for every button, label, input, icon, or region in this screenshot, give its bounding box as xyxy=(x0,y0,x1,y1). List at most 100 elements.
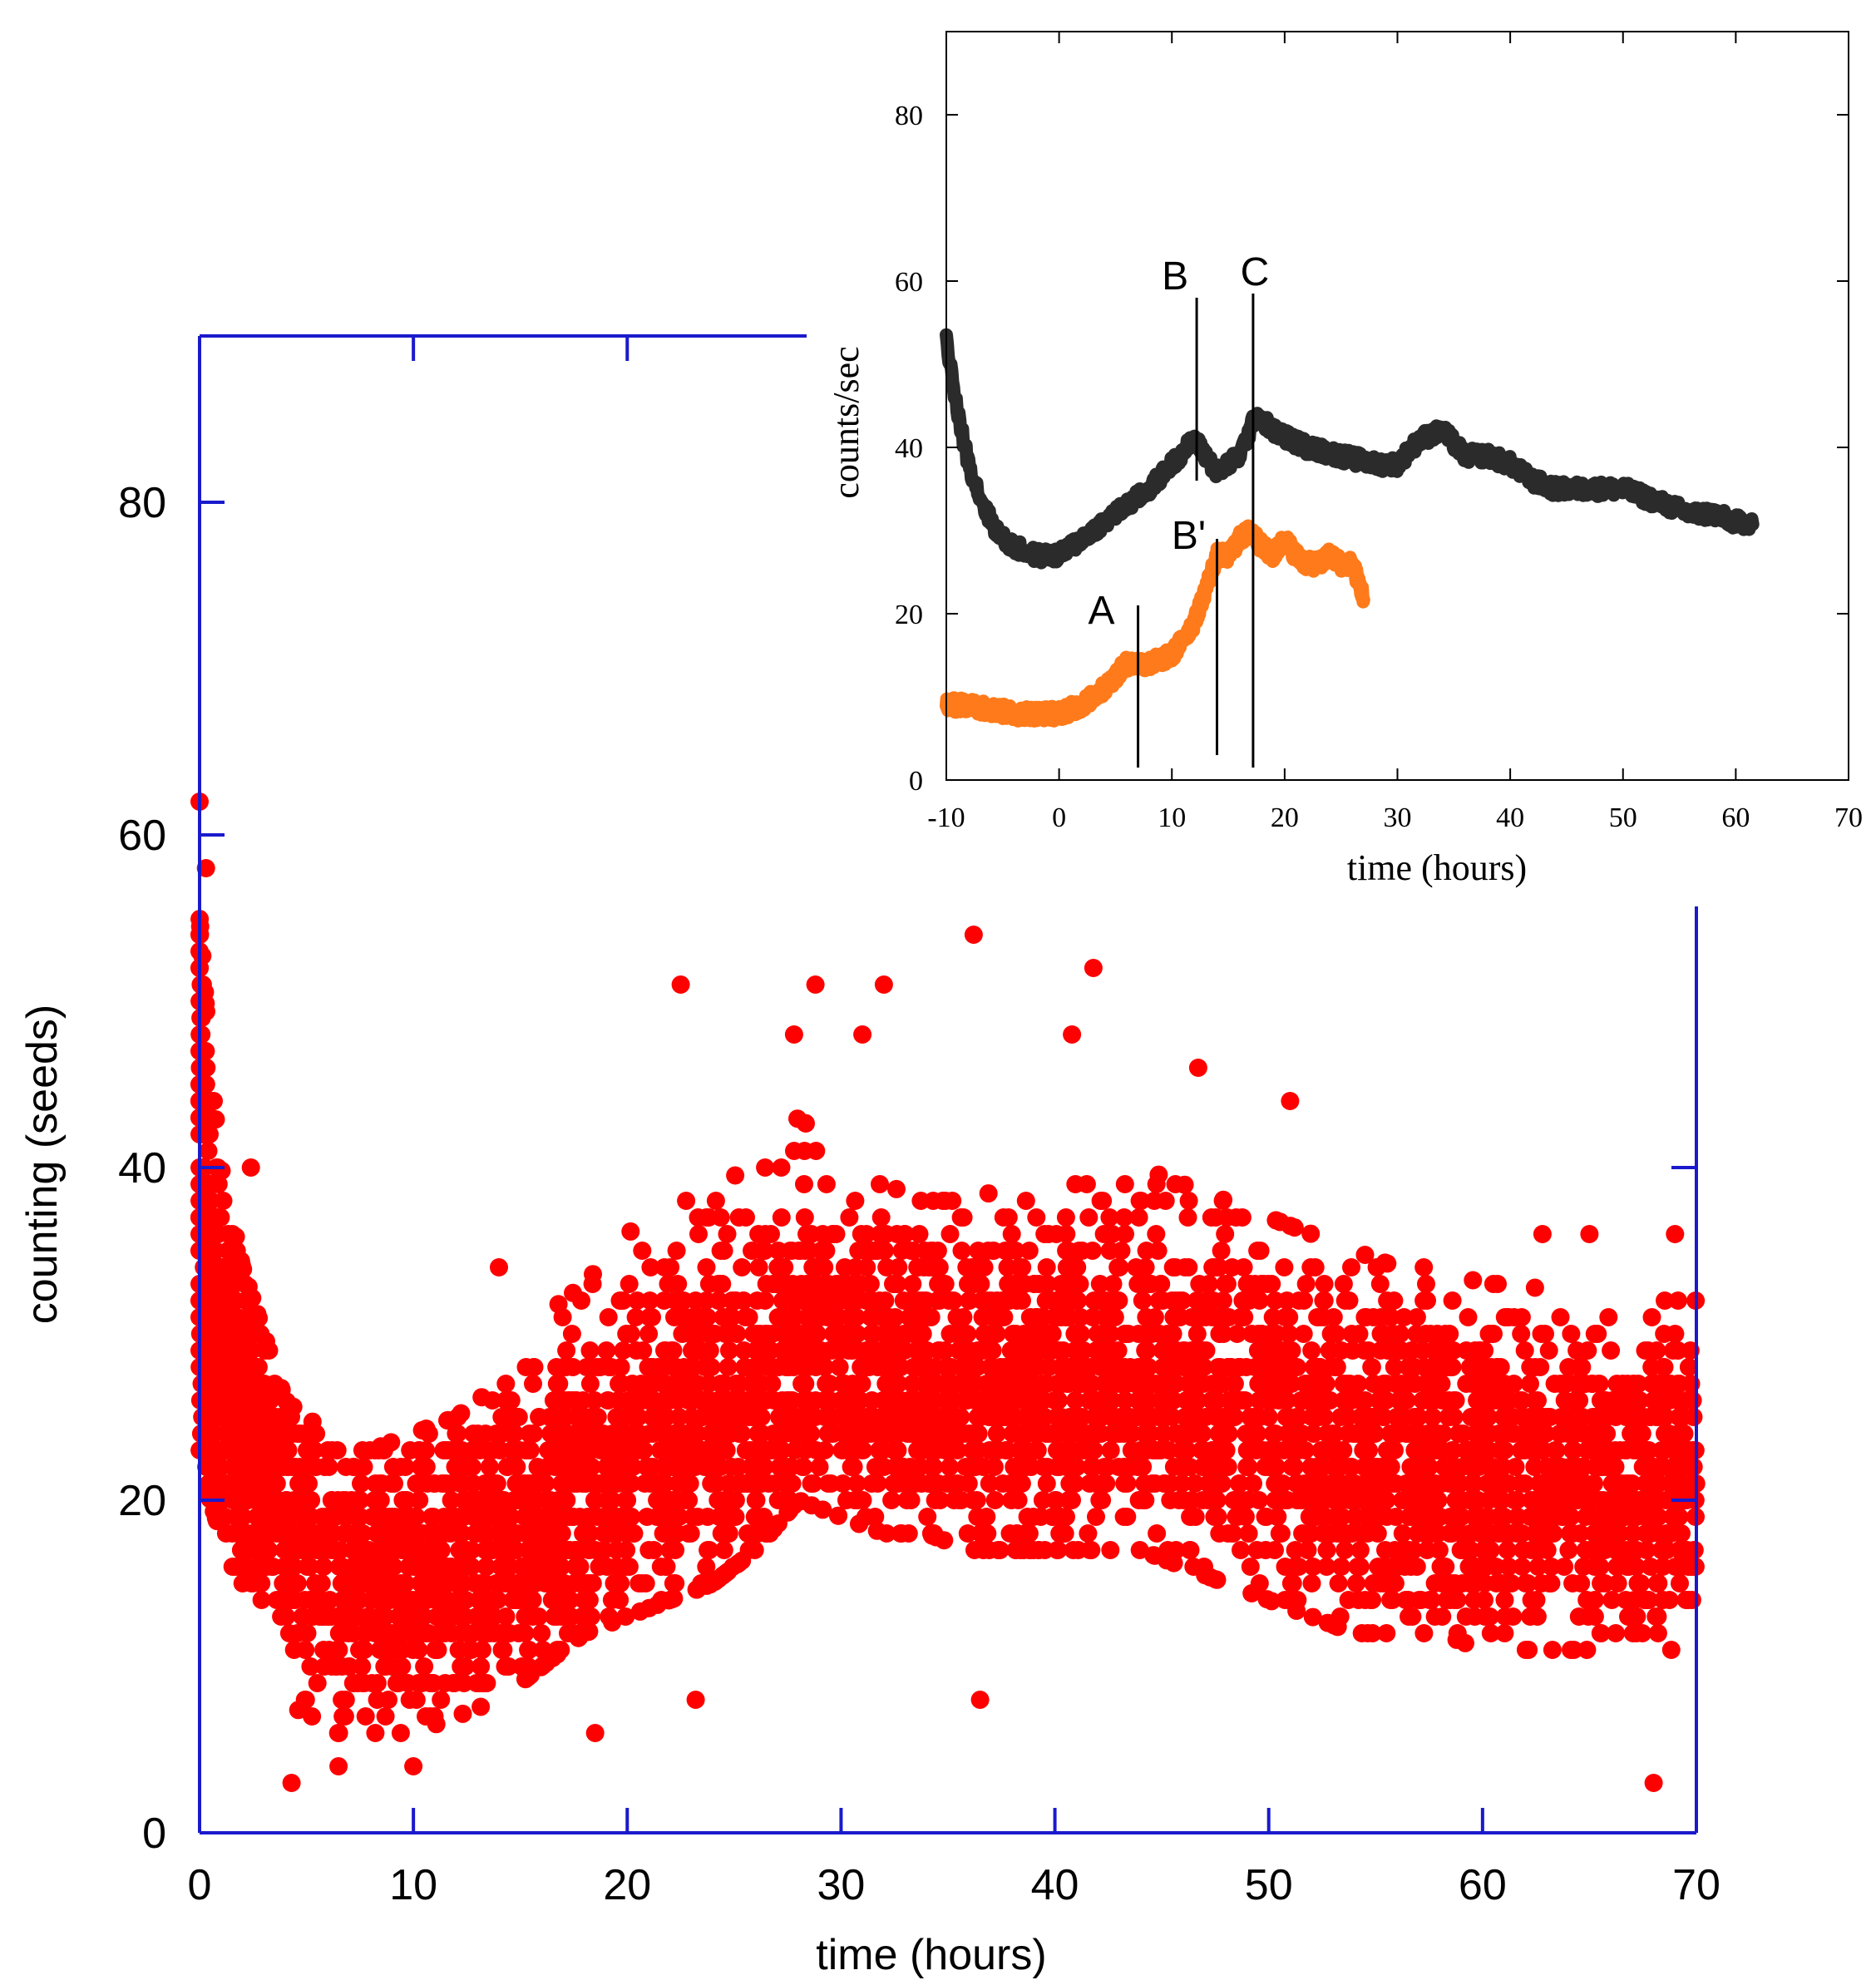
data-point xyxy=(611,1291,630,1310)
data-point xyxy=(985,1491,1005,1509)
data-point xyxy=(1597,1391,1616,1410)
data-point xyxy=(1532,1574,1551,1592)
data-point xyxy=(1603,1458,1622,1476)
data-point xyxy=(1424,1508,1444,1526)
data-point xyxy=(1172,1291,1192,1310)
data-point xyxy=(1456,1607,1475,1626)
data-point xyxy=(882,1491,901,1509)
data-point xyxy=(1270,1524,1289,1543)
data-point xyxy=(770,1458,789,1476)
data-point xyxy=(1385,1541,1405,1559)
data-point xyxy=(1079,1524,1098,1543)
data-point xyxy=(706,1192,725,1210)
data-point xyxy=(446,1458,465,1476)
data-point xyxy=(196,1075,215,1094)
data-point xyxy=(833,1375,852,1393)
data-point xyxy=(1034,1341,1054,1360)
data-point xyxy=(530,1524,549,1543)
data-point xyxy=(526,1508,545,1526)
data-point xyxy=(1335,1291,1355,1310)
data-point xyxy=(288,1574,307,1592)
data-point xyxy=(1609,1391,1628,1410)
data-point xyxy=(1232,1208,1251,1227)
data-point xyxy=(772,1158,791,1177)
data-point xyxy=(960,1291,979,1310)
data-point xyxy=(1412,1491,1431,1509)
data-point xyxy=(1244,1474,1262,1493)
data-point xyxy=(617,1325,636,1343)
data-point xyxy=(1500,1408,1518,1426)
data-point xyxy=(711,1208,730,1227)
data-point xyxy=(614,1341,633,1360)
data-point xyxy=(266,1408,285,1426)
data-point xyxy=(867,1521,886,1540)
data-point xyxy=(753,1425,771,1443)
data-point xyxy=(231,1458,250,1476)
data-point xyxy=(1110,1258,1129,1276)
data-point xyxy=(1272,1341,1291,1360)
data-point xyxy=(1389,1341,1408,1360)
data-point xyxy=(1250,1291,1269,1310)
data-point xyxy=(1234,1258,1253,1276)
data-point xyxy=(752,1341,771,1360)
data-point xyxy=(1279,1325,1298,1343)
data-point xyxy=(755,1242,774,1260)
data-point xyxy=(249,1358,268,1376)
data-point xyxy=(937,1358,955,1376)
data-point xyxy=(1407,1325,1426,1343)
data-point xyxy=(1649,1474,1668,1493)
data-point xyxy=(1148,1524,1167,1543)
data-point xyxy=(1459,1491,1479,1509)
data-point xyxy=(1629,1491,1648,1509)
data-point xyxy=(828,1308,847,1326)
data-point xyxy=(598,1391,617,1410)
data-point xyxy=(680,1474,699,1493)
data-point xyxy=(1619,1607,1637,1626)
data-point xyxy=(230,1258,249,1276)
data-point xyxy=(195,1092,214,1110)
data-point xyxy=(231,1541,250,1559)
data-point xyxy=(789,1425,808,1443)
data-point xyxy=(398,1674,417,1692)
data-point xyxy=(773,1291,792,1310)
data-point xyxy=(1527,1591,1546,1609)
data-point xyxy=(719,1341,738,1360)
data-point xyxy=(987,1325,1006,1343)
data-point xyxy=(1488,1275,1507,1293)
data-point xyxy=(1106,1425,1125,1443)
data-point xyxy=(780,1491,799,1509)
data-point xyxy=(477,1558,496,1576)
data-point xyxy=(669,1408,689,1426)
data-point xyxy=(1148,1242,1168,1260)
data-point xyxy=(1294,1325,1313,1343)
data-point xyxy=(1679,1358,1698,1376)
data-point xyxy=(1202,1208,1221,1227)
data-point xyxy=(1432,1574,1451,1592)
data-point xyxy=(193,946,212,965)
data-point xyxy=(1410,1474,1429,1493)
data-point xyxy=(1218,1458,1237,1476)
data-point xyxy=(1534,1524,1553,1543)
data-point xyxy=(675,1375,694,1393)
data-point xyxy=(303,1707,322,1726)
data-point xyxy=(1642,1308,1661,1326)
data-point xyxy=(1395,1308,1414,1326)
data-point xyxy=(336,1691,355,1709)
data-point xyxy=(852,1375,871,1393)
data-point xyxy=(817,1175,836,1193)
data-point xyxy=(1407,1308,1426,1326)
data-point xyxy=(1653,1558,1672,1576)
data-point xyxy=(729,1208,748,1227)
data-point xyxy=(1182,1308,1202,1326)
data-point xyxy=(910,1225,929,1243)
data-point xyxy=(437,1558,457,1576)
data-point xyxy=(595,1541,614,1559)
data-point xyxy=(1261,1325,1280,1343)
data-point xyxy=(880,1325,899,1343)
data-point xyxy=(1131,1441,1150,1459)
data-point xyxy=(476,1574,495,1592)
data-point xyxy=(901,1242,921,1260)
data-point xyxy=(1235,1391,1254,1410)
data-point xyxy=(1500,1524,1519,1543)
